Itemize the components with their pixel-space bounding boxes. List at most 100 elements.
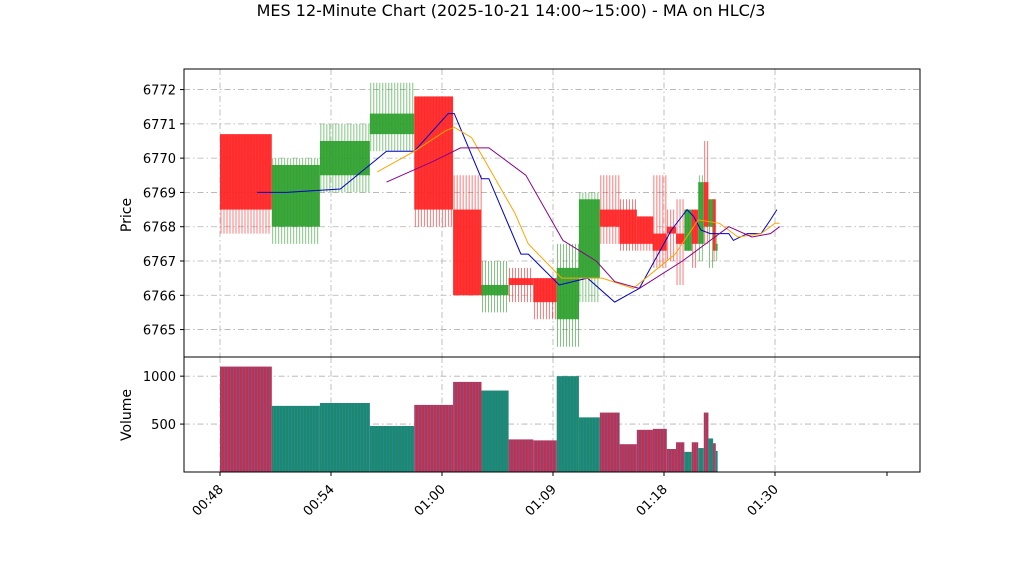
price-tick-label: 6768: [143, 221, 176, 236]
volume-bar: [636, 429, 653, 472]
time-axis-ticks: 00:48 00:54 01:00 01:09 01:18 01:30: [190, 472, 888, 519]
volume-bar: [713, 443, 716, 472]
time-tick-label: 00:54: [301, 482, 338, 519]
candle-body: [578, 199, 600, 279]
candle-body: [220, 134, 272, 210]
candle-body: [481, 285, 509, 296]
candle-body: [508, 278, 534, 285]
candle-body: [713, 199, 716, 251]
price-tick-label: 6770: [143, 152, 176, 167]
volume-bar: [703, 412, 709, 472]
candle: [369, 82, 415, 152]
price-tick-label: 6771: [143, 118, 176, 133]
volume-bar: [708, 438, 714, 472]
volume-bar: [556, 376, 579, 472]
volume-bar: [220, 366, 272, 472]
volume-bar: [684, 451, 692, 472]
price-tick-label: 6772: [143, 84, 176, 99]
volume-bar: [599, 412, 620, 472]
candle-body: [636, 216, 653, 244]
candle: [319, 123, 370, 193]
volume-bar: [319, 403, 370, 472]
candle: [220, 134, 272, 234]
price-axis-ticks: 6765 6766 6767 6768 6769 6770 6771 6772: [143, 84, 184, 339]
volume-bar: [698, 448, 704, 472]
volume-bar: [676, 442, 685, 472]
candle: [703, 141, 709, 244]
candle-body: [271, 165, 320, 227]
volume-bar: [652, 428, 667, 472]
candle: [715, 233, 718, 261]
candle-body: [533, 278, 557, 303]
candle-body: [453, 209, 482, 296]
candle-body: [414, 96, 454, 210]
candle: [578, 192, 600, 303]
time-tick-label: 01:30: [745, 482, 782, 519]
candle: [481, 261, 509, 313]
volume-bar: [715, 450, 718, 472]
candle: [636, 216, 654, 251]
price-tick-label: 6765: [143, 324, 176, 339]
candle: [599, 175, 620, 244]
volume-bar: [481, 390, 509, 472]
chart-title: MES 12-Minute Chart (2025-10-21 14:00~15…: [257, 1, 766, 20]
volume-bar-fill: [708, 438, 714, 472]
candle-body: [619, 209, 637, 244]
candle: [533, 278, 557, 320]
candle-body: [703, 182, 709, 227]
candle: [691, 209, 699, 268]
volume-bar: [414, 404, 454, 472]
price-axis-label: Price: [119, 198, 135, 232]
candle-body: [676, 233, 685, 244]
price-tick-label: 6767: [143, 255, 176, 270]
ma-line: [257, 113, 778, 303]
volume-bar-fill: [715, 450, 718, 472]
candle-body: [708, 199, 714, 227]
candle-body: [715, 243, 718, 251]
volume-bar-fill: [508, 439, 534, 472]
volume-bars: [220, 366, 718, 472]
candle-body: [698, 182, 704, 244]
volume-bar: [578, 417, 600, 472]
volume-bar: [508, 439, 534, 472]
volume-bar-fill: [703, 412, 709, 472]
candle-body: [684, 209, 692, 251]
volume-bar-fill: [676, 442, 685, 472]
candle-body: [599, 209, 620, 227]
volume-axis-label: Volume: [119, 389, 135, 441]
time-tick-label: 00:48: [190, 482, 227, 519]
volume-bar: [533, 440, 557, 472]
candle: [713, 199, 716, 261]
candle: [453, 175, 482, 296]
volume-panel: 500 1000 Volume: [119, 356, 921, 473]
candle: [684, 209, 692, 251]
candle-body: [369, 113, 415, 135]
volume-bar-fill: [619, 444, 637, 472]
volume-panel-border: [183, 356, 921, 473]
volume-bar-fill: [319, 403, 370, 472]
volume-tick-label: 500: [151, 418, 176, 433]
price-panel: 6765 6766 6767 6768 6769 6770 6771 6772 Price: [119, 68, 921, 358]
volume-bar-fill: [271, 405, 320, 472]
volume-bar-fill: [636, 429, 653, 472]
volume-bar-fill: [684, 451, 692, 472]
time-tick-label: 01:09: [523, 482, 560, 519]
candle: [508, 267, 534, 303]
volume-bar: [619, 444, 637, 472]
candle: [619, 199, 637, 251]
volume-bar-fill: [652, 428, 667, 472]
moving-average-lines: [257, 113, 780, 303]
ma-line: [386, 147, 780, 289]
volume-bar-fill: [599, 412, 620, 472]
candle: [271, 158, 320, 244]
time-tick-label: 01:18: [634, 482, 671, 519]
candle-body: [319, 141, 370, 176]
price-candles: [220, 82, 718, 347]
candle-body: [691, 209, 699, 244]
volume-bar-fill: [556, 376, 579, 472]
time-tick-label: 01:00: [412, 482, 449, 519]
volume-bar: [691, 442, 699, 472]
candle-body: [652, 233, 667, 251]
volume-bar-fill: [533, 440, 557, 472]
ma-line: [377, 126, 780, 289]
